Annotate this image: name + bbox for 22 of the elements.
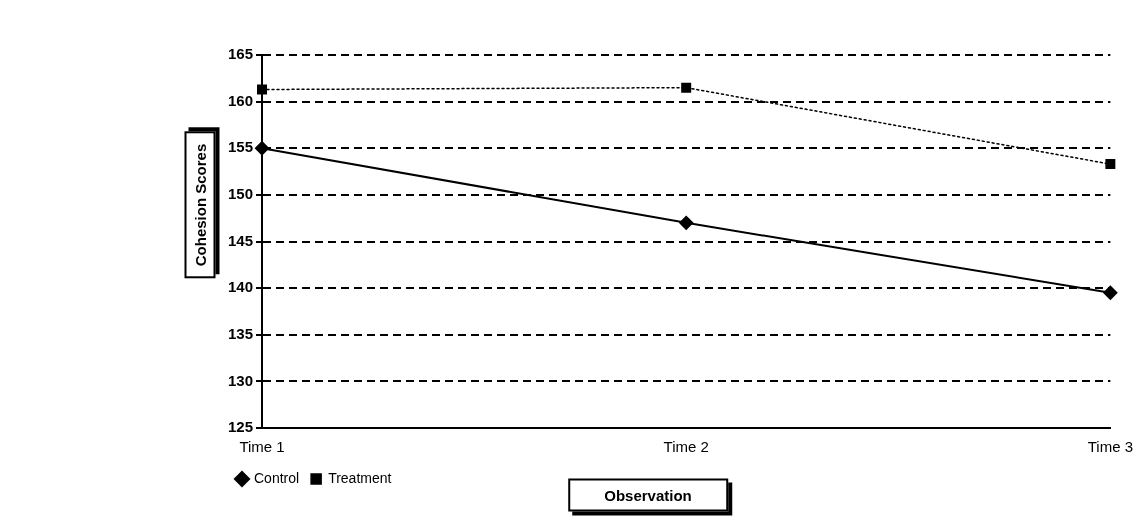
point [681,82,692,93]
point [679,215,694,230]
y-tick-label: 160 [228,91,254,109]
x-tick-label: Time 3 [1087,438,1134,456]
y-tick-label: 150 [228,185,254,203]
point [1105,159,1116,170]
x-tick-label: Time 2 [663,438,709,456]
y-tick-label: 135 [228,324,254,342]
point [255,141,270,156]
legend-label: Control [254,469,300,486]
y-tick-label: 140 [228,278,254,296]
y-tick-label: 155 [228,138,254,156]
point [257,84,268,95]
y-tick-label: 130 [228,371,254,389]
y-tick-label: 165 [228,45,254,63]
point [1103,285,1118,300]
x-tick-label: Time 1 [239,438,285,456]
y-tick-label: 145 [228,231,254,249]
y-tick-label: 125 [228,418,254,436]
legend-label: Treatment [328,469,392,486]
y-axis-title: Cohesion Scores [184,131,216,279]
x-axis-title: Observation [568,478,728,512]
